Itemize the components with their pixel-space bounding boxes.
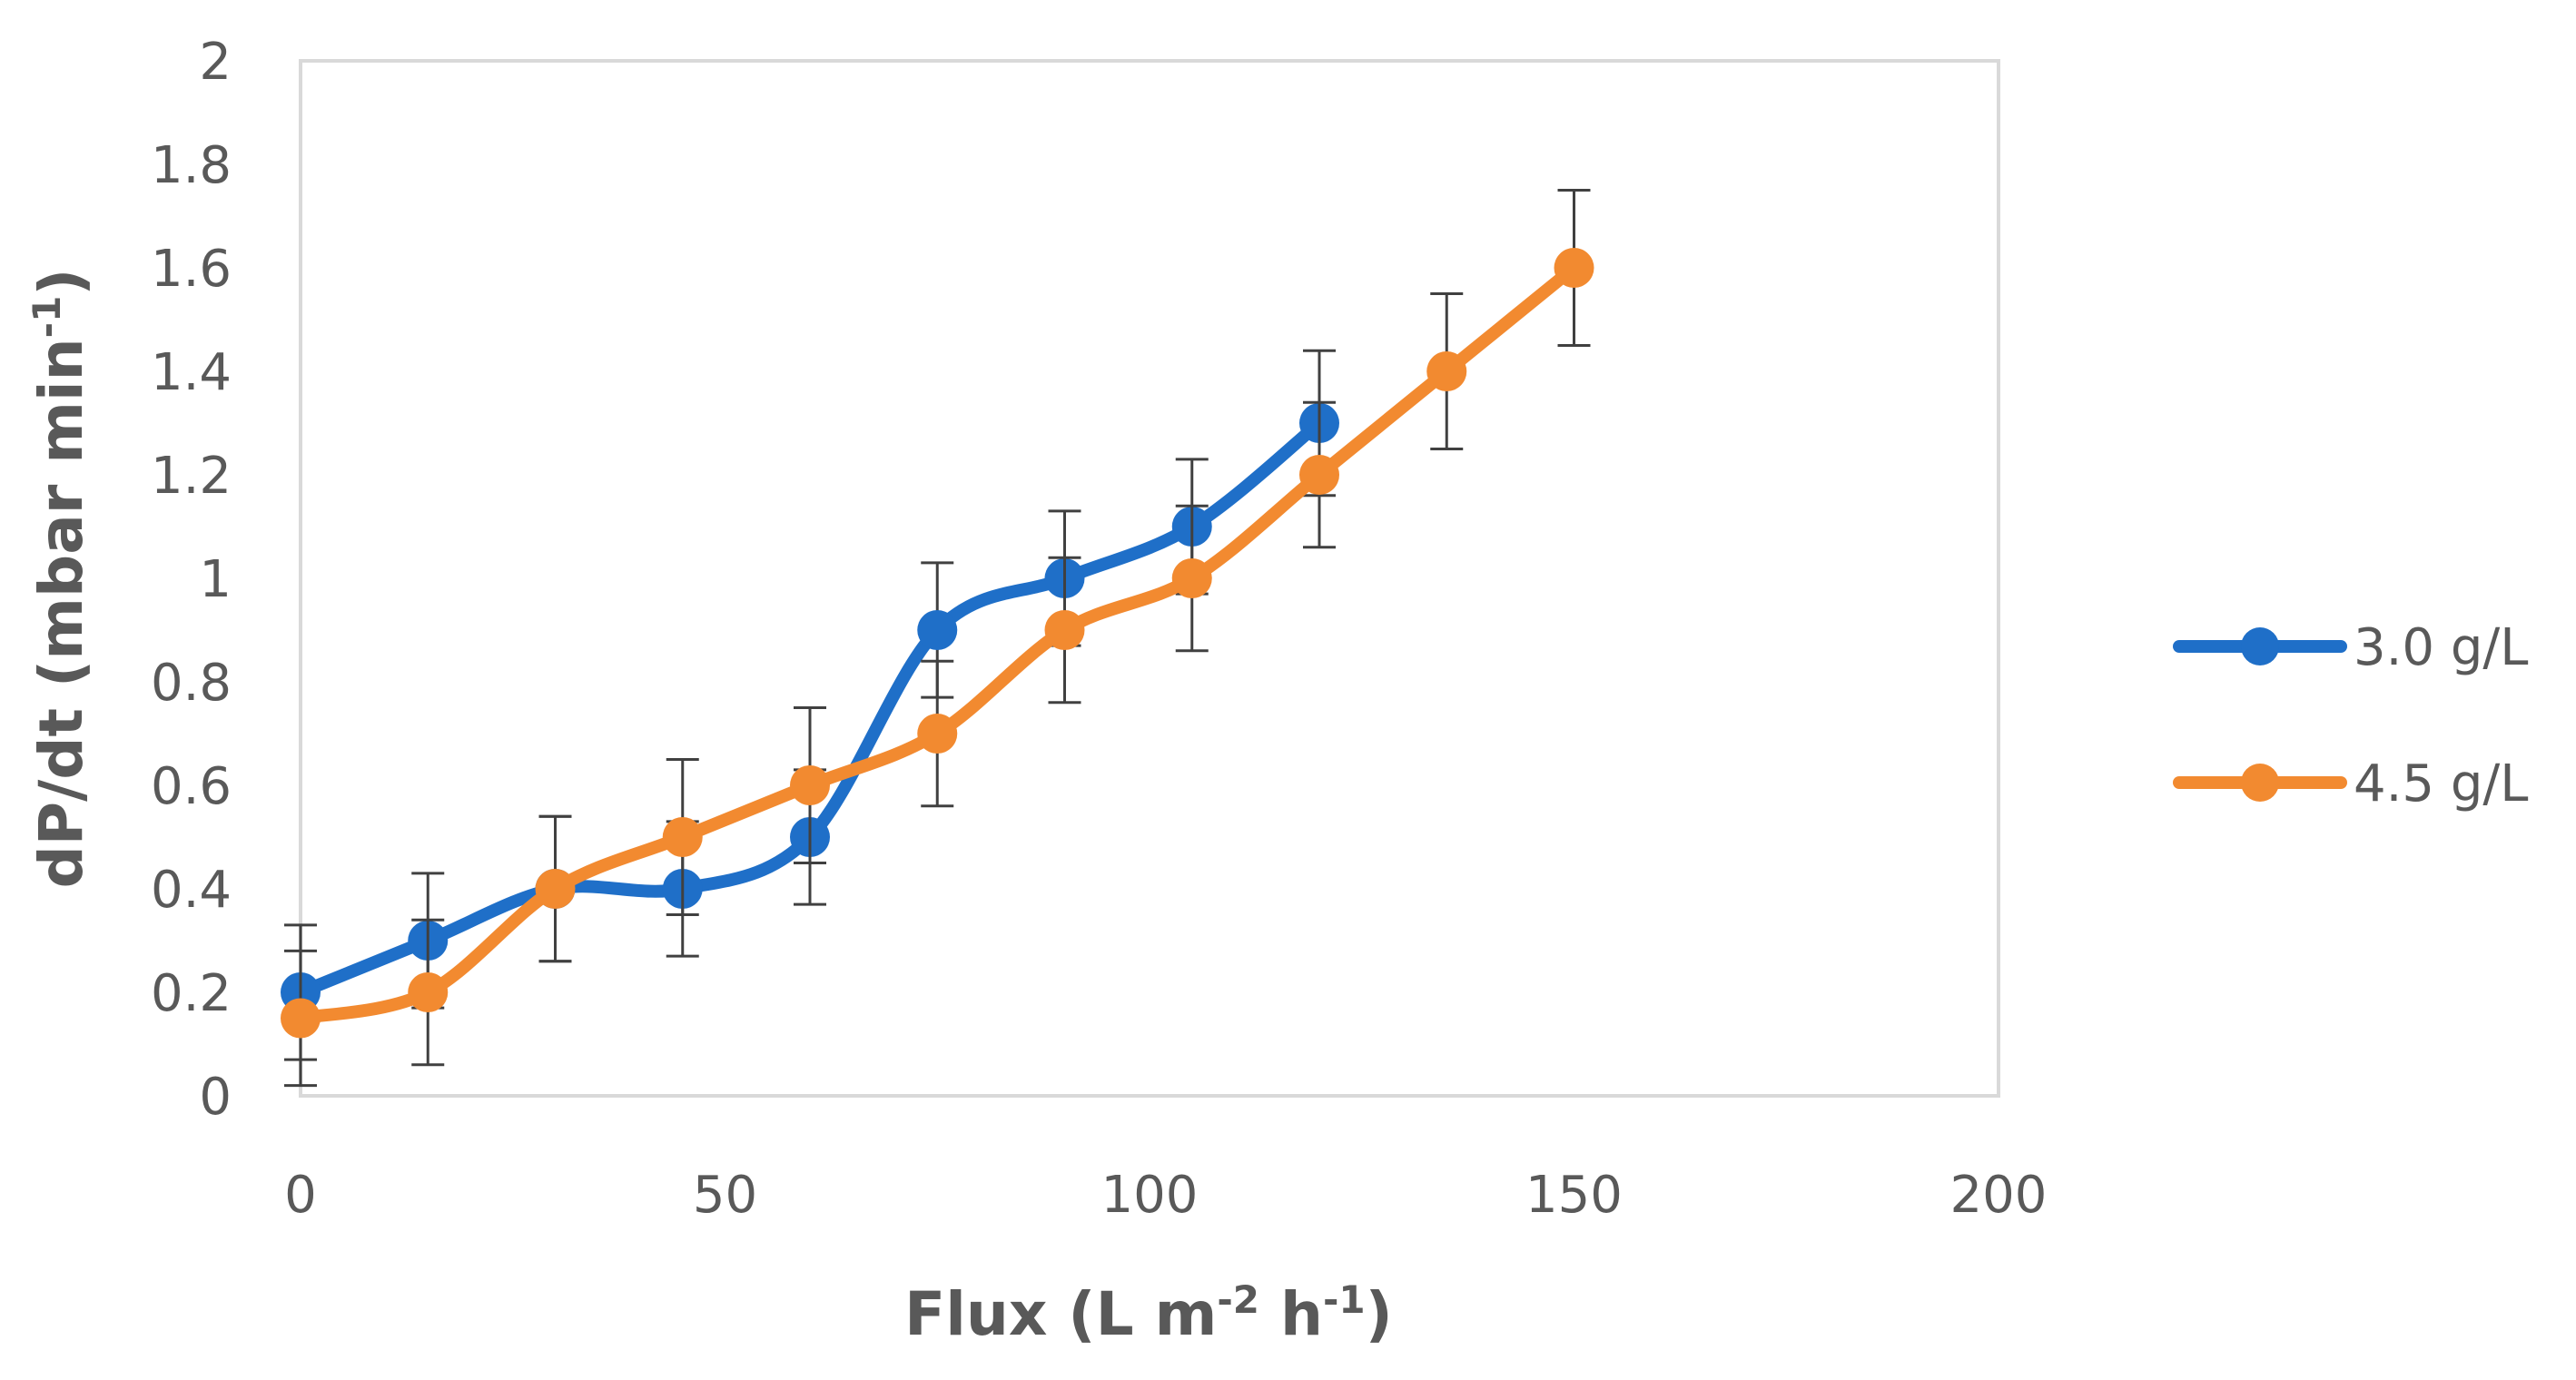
y-tick-label: 1.8	[151, 136, 232, 195]
data-point	[1171, 558, 1212, 598]
data-point	[917, 714, 958, 754]
data-point	[662, 817, 703, 857]
data-point	[281, 998, 321, 1039]
y-tick-label: 0	[199, 1068, 232, 1127]
y-tick-label: 0.2	[151, 964, 232, 1023]
x-axis-title: Flux (L m-2 h-1)	[904, 1277, 1393, 1349]
series-0	[281, 349, 1339, 1061]
data-point	[535, 869, 576, 909]
legend-marker-3g	[2241, 627, 2279, 665]
data-point	[790, 765, 830, 805]
y-tick-label: 1.4	[151, 343, 232, 402]
legend-label-4-5g: 4.5 g/L	[2354, 754, 2528, 813]
y-tick-label: 1.6	[151, 240, 232, 299]
data-point	[1044, 610, 1085, 650]
x-tick-label: 0	[284, 1166, 317, 1225]
data-point	[917, 610, 958, 650]
data-point	[1299, 455, 1339, 495]
x-tick-label: 150	[1525, 1166, 1623, 1225]
y-tick-label: 0.8	[151, 654, 232, 713]
legend: 3.0 g/L 4.5 g/L	[2173, 618, 2528, 813]
x-axis-ticks: 0 50 100 150 200	[284, 1166, 2047, 1225]
series-layer	[281, 189, 1594, 1088]
x-tick-label: 100	[1101, 1166, 1199, 1225]
legend-item-4-5g: 4.5 g/L	[2173, 754, 2528, 813]
y-axis-title: dP/dt (mbar min-1)	[25, 269, 96, 889]
data-point	[1426, 351, 1467, 391]
plot-area-border	[299, 59, 2000, 1098]
y-tick-label: 2	[199, 33, 232, 92]
series-1	[281, 189, 1594, 1088]
y-tick-label: 1.2	[151, 447, 232, 506]
data-point	[408, 972, 449, 1012]
data-point	[1554, 248, 1594, 288]
legend-item-3g: 3.0 g/L	[2173, 618, 2528, 677]
y-tick-label: 0.6	[151, 757, 232, 816]
legend-label-3g: 3.0 g/L	[2354, 618, 2528, 677]
legend-marker-4-5g	[2241, 764, 2279, 802]
x-tick-label: 200	[1950, 1166, 2048, 1225]
y-axis-ticks: 0 0.2 0.4 0.6 0.8 1 1.2 1.4 1.6 1.8 2	[151, 33, 232, 1127]
y-tick-label: 0.4	[151, 861, 232, 920]
x-tick-label: 50	[693, 1166, 757, 1225]
y-tick-label: 1	[199, 550, 232, 609]
